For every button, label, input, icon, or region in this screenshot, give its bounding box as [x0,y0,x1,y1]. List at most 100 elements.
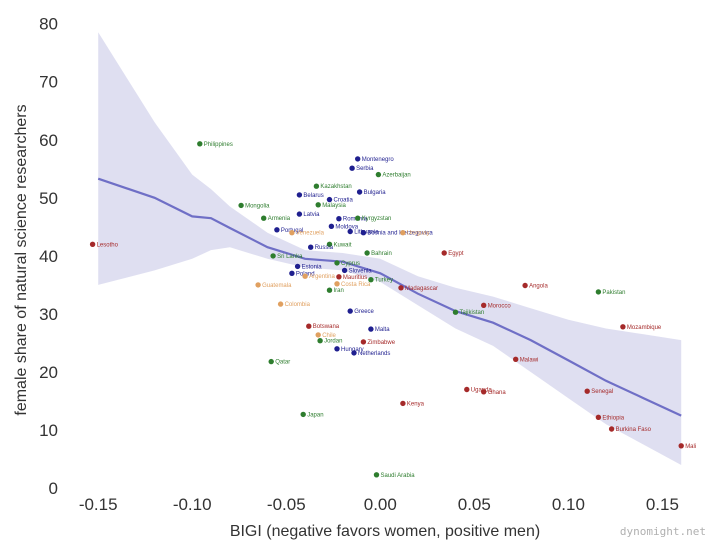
point-label: Moldova [335,224,358,230]
point-marker [441,250,447,256]
point-label: Guatemala [262,283,292,289]
point-label: Burkina Faso [616,427,652,433]
point-marker [289,270,295,276]
point-label: Madagascar [405,286,438,292]
point-marker [349,165,355,171]
data-point: Philippines [197,141,233,148]
x-axis-label: BIGI (negative favors women, positive me… [230,523,540,540]
point-marker [368,326,374,332]
y-tick-label: 20 [39,363,58,382]
point-marker [481,389,487,395]
data-point: Saudi Arabia [373,472,415,479]
y-tick-label: 50 [39,189,58,208]
point-label: Ethiopia [602,415,624,421]
data-point: Bulgaria [356,189,386,196]
data-point: Kyrgyzstan [355,215,391,222]
data-point: Chile [315,332,337,339]
point-marker [336,274,342,280]
point-label: Greece [354,309,374,315]
point-marker [513,356,519,362]
point-marker [334,260,340,266]
point-label: Zimbabwe [367,340,395,346]
confidence-band-area [98,32,682,466]
data-point: Tajikistan [452,309,484,316]
point-marker [608,426,615,432]
data-point: Madagascar [398,285,438,292]
watermark: dynomight.net [620,525,706,538]
data-point: Moldova [328,223,359,230]
point-label: Croatia [334,198,354,204]
point-marker [584,388,590,394]
point-label: Bahrain [371,251,392,257]
point-marker [347,228,353,235]
data-point: Greece [347,308,375,315]
point-label: Russia [315,245,334,251]
data-point: Qatar [268,358,290,366]
data-point: Latvia [296,211,320,218]
data-point: Egypt [441,250,464,257]
x-tick-label: 0.10 [552,495,585,514]
x-tick-label: -0.10 [173,495,212,514]
point-label: Cyprus [341,261,360,267]
y-tick-label: 0 [49,479,58,498]
point-marker [308,244,314,250]
y-tick-label: 60 [39,131,58,150]
point-marker [355,156,361,162]
point-marker [89,241,96,247]
point-marker [351,350,357,356]
point-marker [294,263,301,270]
data-point: Colombia [277,301,311,308]
data-point: Mongolia [238,202,270,209]
point-label: Botswana [313,324,340,330]
point-marker [364,250,370,256]
point-label: Kazakhstan [320,184,351,190]
data-point: Uruguay [400,230,430,237]
point-marker [595,289,602,295]
point-marker [595,414,602,420]
point-label: Senegal [591,389,613,395]
point-label: Mongolia [245,203,270,209]
data-point: Bahrain [364,250,392,257]
point-marker [355,215,361,221]
point-marker [268,358,274,365]
point-marker [261,215,267,221]
data-point: Russia [308,244,334,251]
point-marker [400,400,406,407]
data-point: Jordan [317,338,342,345]
point-label: Malta [375,327,390,333]
point-label: Kenya [407,401,425,407]
point-marker [360,230,367,236]
point-label: Kuwait [334,242,352,248]
data-point: Ghana [481,389,506,396]
point-marker [326,287,333,293]
point-label: Pakistan [602,290,625,296]
point-marker [398,285,404,291]
data-point: Cyprus [334,260,360,267]
point-marker [289,230,295,236]
point-label: Philippines [204,142,233,148]
point-marker [481,302,487,308]
point-marker [334,346,340,352]
y-tick-label: 40 [39,247,58,266]
point-marker [464,386,470,393]
data-point: Slovenia [341,267,372,274]
data-point: Kuwait [326,241,352,248]
point-marker [302,273,308,279]
point-label: Morocco [488,303,512,309]
point-marker [296,211,303,217]
point-label: Mali [685,444,696,450]
point-marker [336,216,342,222]
point-marker [522,282,528,289]
data-point: Japan [300,411,324,418]
point-label: Sri Lanka [277,254,303,260]
data-points: PhilippinesLesothoMongoliaArmeniaPortuga… [89,141,696,479]
data-point: Sri Lanka [270,253,303,260]
data-point: Angola [522,282,548,290]
y-tick-label: 30 [39,305,58,324]
data-point: Ethiopia [595,414,625,421]
x-tick-label: -0.05 [267,495,306,514]
data-point: Azerbaijan [375,171,411,179]
point-label: Lithuania [354,230,379,236]
point-marker [306,323,312,329]
